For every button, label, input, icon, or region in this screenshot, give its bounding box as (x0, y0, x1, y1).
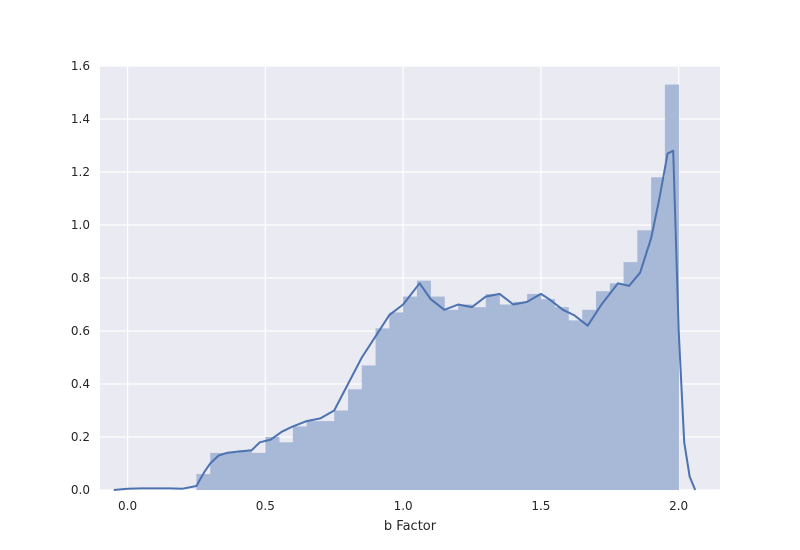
histogram-bar (224, 452, 239, 490)
histogram-bar (279, 442, 294, 490)
histogram-bar (651, 177, 666, 491)
histogram-bar (623, 262, 638, 490)
histogram-bar (499, 304, 514, 490)
x-tick-labels: 0.0 0.5 1.0 1.5 2.0 (118, 499, 688, 513)
histogram-bar (513, 301, 528, 490)
histogram-bar (403, 296, 418, 490)
y-tick-label: 0.2 (71, 430, 90, 444)
histogram-bars (196, 84, 679, 491)
histogram-bar (430, 296, 445, 490)
x-tick-label: 0.0 (118, 499, 137, 513)
histogram-bar (664, 84, 679, 491)
histogram-bar (637, 230, 652, 491)
histogram-bar (251, 452, 266, 490)
x-tick-label: 2.0 (669, 499, 688, 513)
histogram-bar (540, 299, 555, 490)
histogram-bar (210, 452, 225, 490)
histogram-bar (582, 309, 597, 490)
y-tick-label: 0.8 (71, 271, 90, 285)
kde-line (113, 149, 697, 491)
y-tick-label: 1.0 (71, 218, 90, 232)
x-tick-label: 1.5 (531, 499, 550, 513)
histogram-bar (306, 421, 321, 490)
histogram-bar (348, 389, 363, 490)
x-tick-label: 0.5 (256, 499, 275, 513)
y-tick-labels: 0.0 0.2 0.4 0.6 0.8 1.0 1.2 1.4 1.6 (71, 59, 90, 497)
histogram-bar (265, 437, 280, 490)
histogram-bar (361, 365, 376, 490)
y-tick-label: 1.4 (71, 112, 90, 126)
histogram-bar (292, 426, 307, 490)
histogram-bar (389, 312, 404, 490)
histogram-bar (554, 307, 569, 490)
x-axis-label: b Factor (384, 519, 437, 534)
histogram-bar (485, 293, 500, 490)
histogram-bar (416, 280, 431, 490)
histogram-bar (472, 307, 487, 490)
histogram-bar (375, 328, 390, 490)
histogram-bar (237, 450, 252, 490)
y-tick-label: 0.0 (71, 483, 90, 497)
histogram-bar (596, 291, 611, 490)
y-tick-label: 1.6 (71, 59, 90, 73)
grid-lines (100, 65, 720, 491)
histogram-bar (458, 304, 473, 490)
y-tick-label: 0.6 (71, 324, 90, 338)
histogram-bar (334, 410, 349, 490)
x-tick-label: 1.0 (394, 499, 413, 513)
histogram-bar (320, 421, 335, 490)
histogram-bar (609, 283, 624, 490)
y-tick-label: 0.4 (71, 377, 90, 391)
histogram-bar (444, 309, 459, 490)
histogram-bar (568, 320, 583, 490)
y-tick-label: 1.2 (71, 165, 90, 179)
histogram-bar (527, 293, 542, 490)
